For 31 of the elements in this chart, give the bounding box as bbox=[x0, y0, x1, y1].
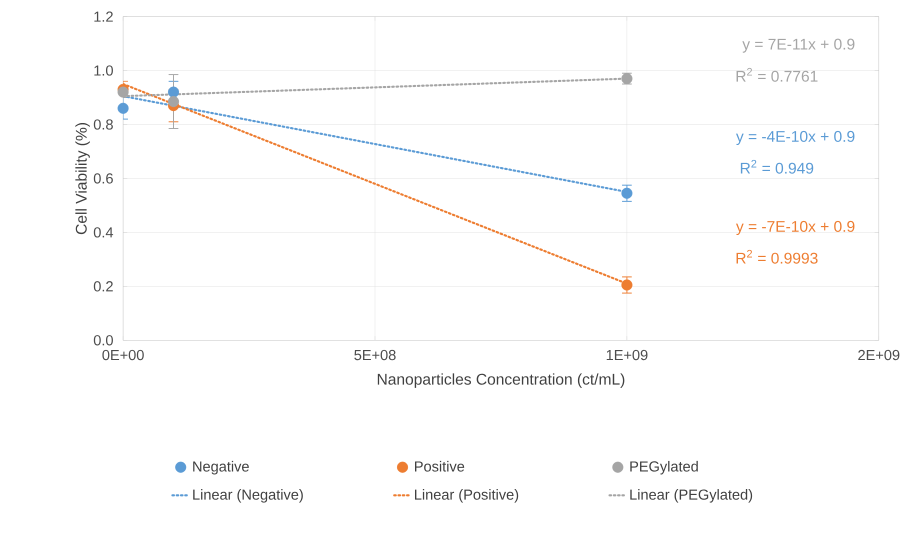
annotation: y = -7E-10x + 0.9 bbox=[736, 220, 854, 235]
point bbox=[168, 86, 180, 98]
legend-label: Linear (PEGylated) bbox=[630, 488, 752, 502]
y-tick-label: 0.4 bbox=[94, 227, 114, 238]
legend-label: Linear (Negative) bbox=[193, 488, 303, 502]
y-tick-label: 1.0 bbox=[94, 65, 113, 76]
annotation: y = 7E-11x + 0.9 bbox=[742, 38, 854, 53]
point bbox=[168, 96, 180, 107]
x-tick-label: 5E+08 bbox=[354, 350, 396, 360]
legend-label: Linear (Positive) bbox=[415, 488, 518, 502]
annotation: y = -4E-10x + 0.9 bbox=[736, 130, 854, 145]
annotation: R$^{2}$ = 0.949 bbox=[740, 160, 814, 174]
y-tick-label: 0.6 bbox=[94, 173, 113, 184]
y-tick-label: 0.0 bbox=[94, 334, 113, 346]
point bbox=[118, 102, 129, 114]
x-tick-label: 1E+09 bbox=[606, 350, 648, 360]
point bbox=[621, 188, 632, 199]
annotation: R$^{2}$ = 0.9993 bbox=[736, 250, 818, 264]
point bbox=[621, 279, 632, 290]
x-tick-label: 2E+09 bbox=[858, 350, 900, 360]
legend-label: Negative bbox=[193, 460, 249, 474]
point bbox=[118, 86, 129, 98]
x-tick-label: 0E+00 bbox=[102, 350, 144, 360]
y-axis-title: Cell Viability (%) bbox=[75, 122, 90, 234]
legend-label: PEGylated bbox=[630, 460, 698, 474]
annotation: R$^{2}$ = 0.7761 bbox=[736, 68, 818, 82]
y-tick-label: 1.2 bbox=[94, 11, 113, 22]
y-tick-label: 0.8 bbox=[94, 119, 113, 130]
x-axis-title: Nanoparticles Concentration (ct/mL) bbox=[378, 373, 624, 388]
y-tick-label: 0.2 bbox=[94, 281, 113, 292]
legend-label: Positive bbox=[415, 460, 464, 472]
